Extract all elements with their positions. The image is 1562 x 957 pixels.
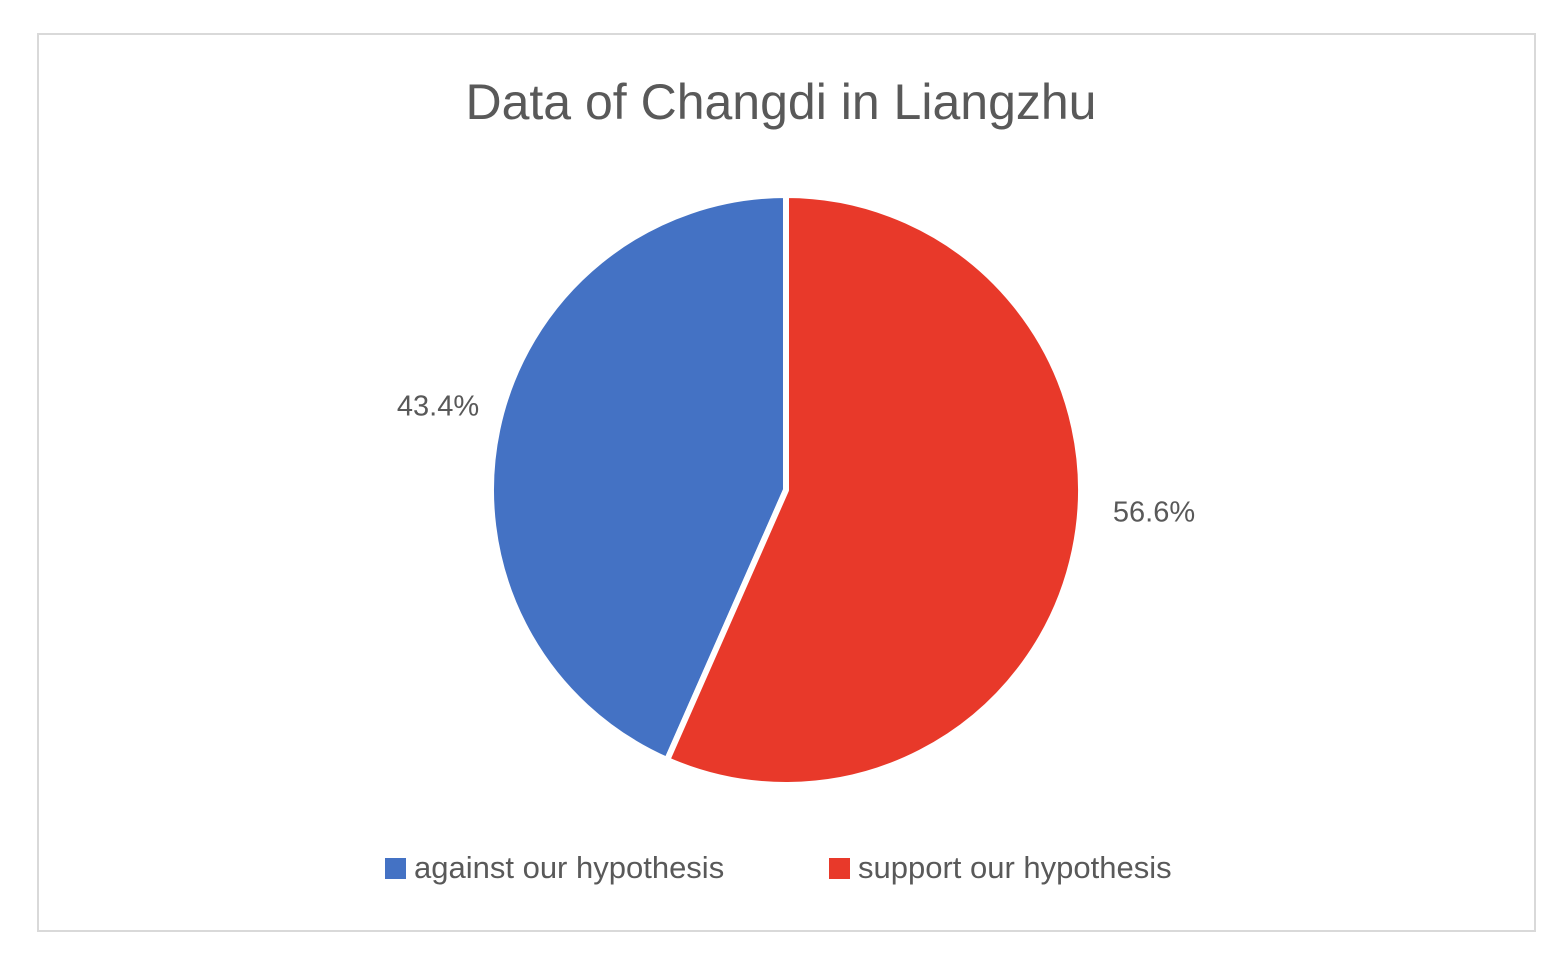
legend-swatch-support: [829, 857, 850, 879]
data-label-against: 43.4%: [397, 391, 479, 423]
data-label-support: 56.6%: [1113, 497, 1195, 529]
pie-slices: [488, 192, 1084, 788]
legend-item-against: against our hypothesis: [385, 850, 724, 886]
legend-label-support: support our hypothesis: [858, 850, 1172, 885]
legend-swatch-against: [385, 857, 406, 879]
chart-title: Data of Changdi in Liangzhu: [465, 74, 1097, 130]
pie-slice-support: [664, 192, 1084, 788]
legend-item-support: support our hypothesis: [829, 850, 1172, 886]
legend-label-against: against our hypothesis: [414, 850, 725, 885]
legend: against our hypothesis support our hypot…: [0, 850, 1562, 890]
pie-slice-against: [488, 192, 789, 763]
pie-data-labels: 43.4% 56.6%: [397, 391, 1195, 529]
